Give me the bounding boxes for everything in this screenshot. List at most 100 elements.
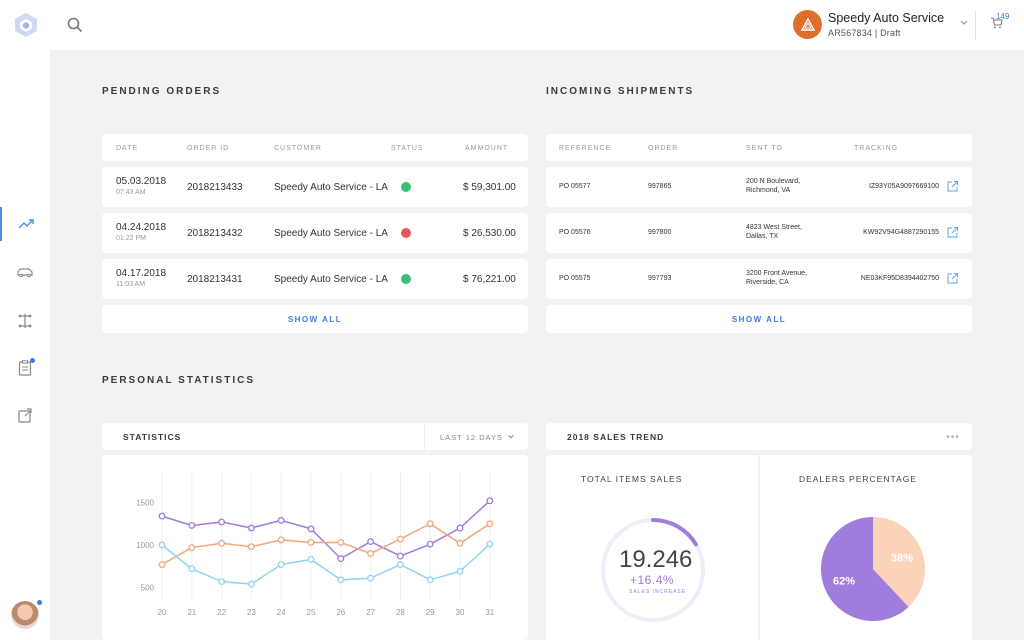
data-point[interactable] [218,578,226,585]
col-sent-to: SENT TO [746,145,783,152]
data-point[interactable] [486,520,494,528]
data-point[interactable] [307,555,315,563]
col-reference: REFERENCE [559,145,612,152]
cart-icon[interactable] [990,16,1004,30]
total-items-card: TOTAL ITEMS SALES 19.246 +16.4% SALES IN… [546,455,758,640]
col-customer: CUSTOMER [274,145,322,152]
data-point[interactable] [426,520,434,528]
pending-orders-title: PENDING ORDERS [102,86,222,97]
table-row[interactable]: 04.24.2018 01:22 PM 2018213432 Speedy Au… [102,213,528,253]
pending-show-all[interactable]: SHOW ALL [102,305,528,333]
data-point[interactable] [247,543,255,551]
statistics-line-chart: 20 21 22 23 24 25 26 27 28 29 30 31 1500 1000 500 [136,471,495,617]
table-row[interactable]: PO 05577 997865 200 N Boulevard, Richmon… [546,167,972,207]
sidebar-item-vehicles[interactable] [0,255,50,289]
data-point[interactable] [277,561,285,568]
data-point[interactable] [337,576,345,584]
cart-count-badge: 149 [996,12,1010,21]
statistics-header: STATISTICS LAST 12 DAYS [102,423,528,450]
row-amount: $ 76,221.00 [463,274,516,285]
table-row[interactable]: 04.17.2018 11:03 AM 2018213431 Speedy Au… [102,259,528,299]
x-tick-label: 21 [187,608,196,617]
show-all-link[interactable]: SHOW ALL [287,314,343,324]
table-row[interactable]: PO 05575 997793 3200 Front Avenue, River… [546,259,972,299]
data-point[interactable] [337,538,345,546]
data-point[interactable] [188,565,196,573]
row-reference: PO 05576 [559,229,591,236]
sales-trend-header: 2018 SALES TREND [546,423,972,450]
table-row[interactable]: PO 05576 997800 4823 West Street, Dallas… [546,213,972,253]
data-point[interactable] [367,538,375,546]
row-reference: PO 05575 [559,275,591,282]
data-point[interactable] [188,521,196,529]
row-tracking: KW92V94G4887290155 [863,229,939,236]
avatar[interactable] [11,600,42,629]
data-point[interactable] [277,536,285,544]
row-date: 04.24.2018 [116,222,167,233]
y-tick-label: 1500 [136,499,154,508]
shipments-show-all[interactable]: SHOW ALL [546,305,972,333]
data-point[interactable] [456,539,464,547]
external-link-icon[interactable] [946,272,959,285]
row-tracking: IZ93Y05A9097669100 [868,183,939,190]
sidebar [0,0,50,640]
table-row[interactable]: 05.03.2018 07:43 AM 2018213433 Speedy Au… [102,167,528,207]
series-line [161,522,491,566]
sidebar-item-trends[interactable] [0,207,50,241]
data-point[interactable] [456,524,464,532]
data-point[interactable] [426,576,434,584]
external-link-icon[interactable] [946,180,959,193]
pie-slice[interactable] [821,517,909,621]
sales-increase-label: SALES INCREASE [629,589,687,595]
show-all-link[interactable]: SHOW ALL [731,314,787,324]
data-point[interactable] [247,580,255,588]
data-point[interactable] [247,524,255,532]
data-point[interactable] [426,540,434,548]
data-point[interactable] [307,538,315,546]
row-order: 997793 [648,275,672,282]
range-dropdown[interactable]: LAST 12 DAYS [425,423,528,450]
sales-increase-value: +16.4% [630,573,675,587]
gauge-progress [601,518,705,622]
sidebar-item-export[interactable] [0,399,50,433]
x-tick-label: 24 [277,608,286,617]
data-point[interactable] [277,516,285,524]
data-point[interactable] [396,552,404,560]
data-point[interactable] [486,497,494,505]
x-tick-label: 25 [307,608,316,617]
data-point[interactable] [218,518,226,526]
data-point[interactable] [188,544,196,551]
data-point[interactable] [367,550,375,557]
data-point[interactable] [367,574,375,582]
logo-icon[interactable] [14,12,38,38]
chevron-down-icon [960,20,968,25]
col-date: DATE [116,145,139,152]
sidebar-item-parts[interactable] [0,304,50,338]
data-point[interactable] [158,561,166,568]
data-point[interactable] [218,539,226,547]
data-point[interactable] [456,567,464,575]
pie-slice[interactable] [873,517,925,607]
data-point[interactable] [307,525,315,533]
topbar: Speedy Auto Service AR567834 | Draft 149 [50,0,1024,50]
dealers-percentage-card: DEALERS PERCENTAGE 62% 38% [760,455,972,640]
data-point[interactable] [158,541,166,549]
account-switcher[interactable]: Speedy Auto Service AR567834 | Draft [793,10,969,40]
row-address-line1: 200 N Boulevard, [746,178,801,185]
data-point[interactable] [337,555,345,563]
more-options-icon[interactable] [946,434,959,439]
data-point[interactable] [396,561,404,568]
account-subtitle: AR567834 | Draft [828,28,901,38]
data-point[interactable] [158,512,166,520]
external-link-icon[interactable] [946,226,959,239]
sidebar-item-orders[interactable] [0,351,50,385]
row-address-line1: 3200 Front Avenue, [746,270,807,277]
search-icon[interactable] [66,16,84,34]
row-customer: Speedy Auto Service - LA [274,228,388,239]
data-point[interactable] [396,535,404,543]
row-time: 01:22 PM [116,235,146,242]
personal-statistics-title: PERSONAL STATISTICS [102,375,256,386]
series-line [161,500,491,560]
data-point[interactable] [486,540,494,548]
row-order-id: 2018213433 [187,182,243,193]
